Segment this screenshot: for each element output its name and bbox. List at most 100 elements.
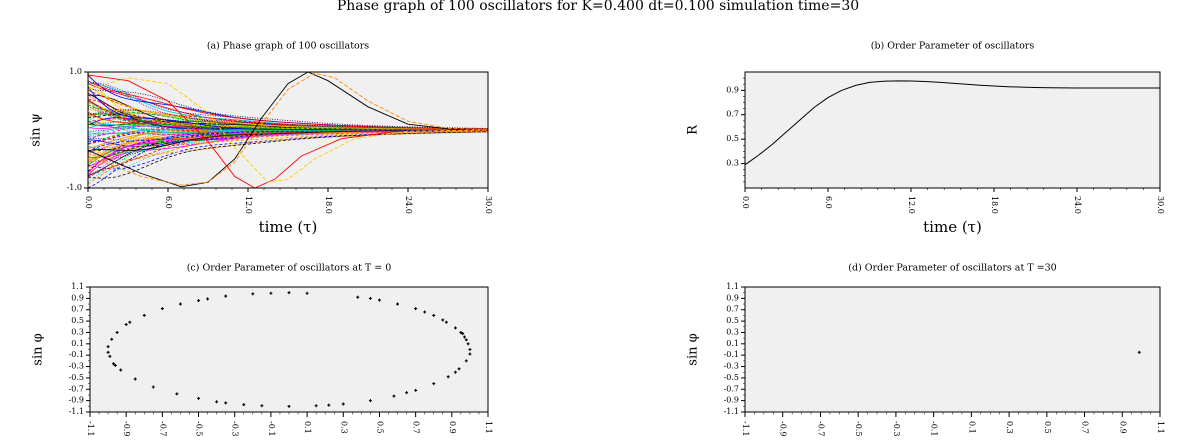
plot-frame-b: [744, 71, 1161, 189]
series-line: [88, 129, 488, 137]
scatter-point: [224, 401, 228, 405]
x-tick-label: -0.9: [779, 421, 788, 436]
y-tick-label: -0.1: [724, 350, 739, 359]
series-line: [88, 131, 488, 185]
x-tick-label: -0.7: [816, 421, 825, 436]
y-tick-label: -0.7: [724, 384, 739, 393]
scatter-point: [178, 302, 182, 306]
y-tick-label: 0.5: [726, 316, 739, 325]
y-tick-label: 0.7: [726, 110, 739, 119]
scatter-point: [106, 345, 110, 349]
series-line: [88, 87, 488, 129]
scatter-point: [453, 370, 457, 374]
y-tick-label: -1.0: [67, 183, 82, 192]
y-axis-label: R: [686, 124, 701, 135]
scatter-point: [151, 385, 155, 389]
x-tick-label: 0.9: [1118, 421, 1127, 434]
scatter-point: [314, 404, 318, 408]
highlight-series-line: [88, 77, 488, 183]
panel-title-b: (b) Order Parameter of oscillators: [871, 41, 1035, 52]
y-tick-label: -0.9: [724, 396, 739, 405]
scatter-point: [432, 313, 436, 317]
y-tick-label: 0.9: [726, 85, 739, 94]
y-tick-label: -0.3: [69, 362, 84, 371]
x-axis-label: time (τ): [259, 218, 318, 236]
scatter-point: [133, 377, 137, 381]
panel-a: (a) Phase graph of 100 oscillators 0.0 6.0…: [29, 41, 494, 237]
x-tick-label: 0.3: [339, 421, 348, 434]
x-tick-label: 0.5: [1043, 421, 1052, 434]
scatter-point: [444, 320, 448, 324]
y-tick-label: 0.1: [71, 339, 84, 348]
data-layer-b: [745, 80, 1160, 166]
y-tick-label: -0.3: [724, 362, 739, 371]
x-tick-label: 0.5: [375, 421, 384, 434]
scatter-point: [446, 375, 450, 379]
scatter-point: [377, 298, 381, 302]
scatter-point: [461, 332, 465, 336]
y-tick-label: -1.1: [69, 407, 84, 416]
scatter-point: [423, 310, 427, 314]
x-tick-label: 18.0: [990, 196, 999, 214]
scatter-point: [124, 323, 128, 326]
scatter-point: [197, 299, 201, 303]
scatter-point: [459, 330, 463, 334]
x-tick-label: -0.1: [267, 421, 276, 436]
highlight-series-line: [88, 72, 488, 188]
scatter-point: [108, 354, 112, 358]
x-tick-label: 24.0: [1073, 196, 1082, 214]
series-line: [88, 112, 488, 130]
x-tick-label: -1.1: [741, 421, 750, 436]
series-line: [88, 131, 488, 179]
x-tick-label: 0.3: [1005, 421, 1014, 434]
scatter-point: [396, 302, 400, 306]
x-tick-label: 24.0: [404, 196, 413, 214]
x-tick-label: -0.5: [854, 421, 863, 436]
scatter-point: [197, 396, 201, 400]
y-tick-label: 0.3: [726, 159, 739, 168]
data-layer-a: [88, 72, 488, 188]
x-tick-label: 1.1: [1156, 421, 1165, 434]
series-line: [88, 109, 488, 131]
series-line: [88, 86, 488, 131]
figure-title: Phase graph of 100 oscillators for K=0.4…: [337, 0, 859, 14]
series-line: [88, 131, 488, 170]
x-tick-label: -0.7: [158, 421, 167, 436]
y-tick-label: 0.7: [71, 305, 84, 314]
y-tick-label: -0.7: [69, 384, 84, 393]
x-tick-label: 30.0: [484, 196, 493, 214]
scatter-point: [341, 402, 345, 406]
scatter-point: [110, 337, 114, 341]
scatter-point: [287, 404, 291, 408]
y-axis-label: sin ψ: [29, 113, 44, 147]
x-tick-label: -0.9: [122, 421, 131, 436]
scatter-point: [269, 291, 273, 295]
scatter-point: [287, 291, 291, 295]
series-line: [88, 129, 488, 168]
x-tick-label: 30.0: [1156, 196, 1165, 214]
y-tick-label: -0.5: [724, 373, 739, 382]
plot-area-c: [90, 287, 488, 412]
x-tick-label: -0.3: [892, 421, 901, 436]
series-line: [88, 130, 488, 169]
series-line: [88, 80, 488, 130]
y-axis-label: sin φ: [31, 333, 46, 365]
plot-area-b: [745, 72, 1160, 188]
x-tick-label: 0.1: [303, 421, 312, 434]
x-tick-label: -0.3: [231, 421, 240, 436]
scatter-point: [453, 326, 457, 330]
x-tick-label: -0.1: [930, 421, 939, 436]
panel-c: (c) Order Parameter of oscillators at T …: [31, 263, 494, 437]
plot-frame-a: [87, 71, 489, 189]
y-tick-label: 0.7: [726, 305, 739, 314]
scatter-point: [432, 382, 436, 386]
scatter-point: [466, 342, 470, 346]
scatter-point: [1137, 350, 1141, 354]
scatter-point: [224, 294, 228, 298]
x-tick-label: 12.0: [244, 196, 253, 214]
scatter-point: [468, 352, 472, 356]
y-tick-label: -1.1: [724, 407, 739, 416]
scatter-point: [206, 297, 210, 301]
scatter-point: [464, 338, 468, 342]
